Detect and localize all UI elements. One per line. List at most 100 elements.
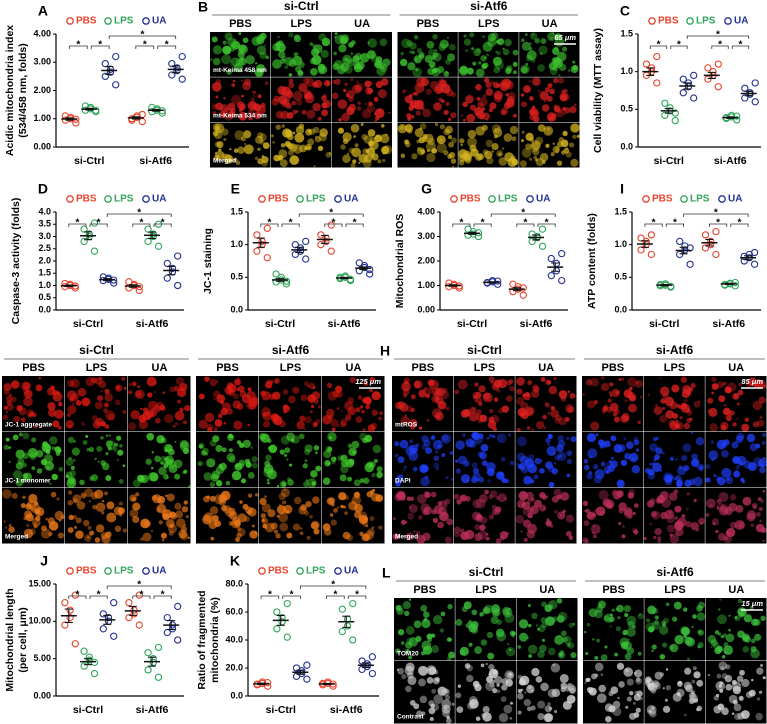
data-point xyxy=(144,237,152,246)
micrograph-signal xyxy=(594,509,598,513)
data-point xyxy=(71,591,79,599)
micrograph-signal xyxy=(557,439,566,448)
micrograph-signal xyxy=(498,471,504,477)
x-tick-label: si-Atf6 xyxy=(136,318,169,330)
significance-label: * xyxy=(355,590,359,601)
micrograph-signal xyxy=(464,152,471,159)
micrograph-signal xyxy=(198,442,205,449)
micrograph-signal xyxy=(540,459,543,462)
micrograph-signal xyxy=(463,601,472,610)
micrograph-signal xyxy=(342,138,349,145)
micrograph-signal xyxy=(718,661,728,671)
micrograph-signal xyxy=(324,459,331,467)
error-bar xyxy=(167,620,176,631)
micrograph-signal xyxy=(238,108,243,112)
micrograph-signal xyxy=(154,455,161,463)
micrograph-signal xyxy=(695,437,705,446)
micrograph-signal xyxy=(557,108,563,114)
micrograph-signal xyxy=(733,703,742,712)
micrograph-signal xyxy=(421,435,429,443)
micrograph-signal xyxy=(257,94,262,99)
micrograph-signal xyxy=(376,471,383,479)
error-bar xyxy=(151,108,160,112)
micrograph-signal xyxy=(460,113,464,117)
micrograph-signal xyxy=(198,393,205,400)
micrograph-signal xyxy=(30,505,37,512)
micrograph-signal xyxy=(615,607,619,611)
micrograph-signal xyxy=(292,523,301,531)
micrograph-signal xyxy=(101,500,105,503)
micrograph-signal xyxy=(161,509,172,520)
micrograph-signal xyxy=(309,515,313,519)
micrograph-signal xyxy=(423,618,428,622)
micrograph-signal xyxy=(104,393,113,402)
data-point xyxy=(707,237,715,246)
micrograph-signal xyxy=(526,706,532,712)
y-tick-label: 0.0 xyxy=(614,304,627,314)
micrograph-signal xyxy=(496,689,501,694)
micrograph-signal xyxy=(442,709,451,718)
micrograph-signal xyxy=(474,107,483,117)
micrograph-signal xyxy=(754,633,762,641)
micrograph-signal xyxy=(355,416,363,424)
data-point xyxy=(528,230,536,238)
micrograph-signal xyxy=(545,616,555,627)
micrograph-signal xyxy=(3,405,8,410)
micrograph-signal xyxy=(551,495,559,503)
micrograph-signal xyxy=(479,494,488,503)
micrograph-signal xyxy=(560,630,567,637)
micrograph-signal xyxy=(503,133,513,142)
significance-bracket xyxy=(153,223,172,227)
micrograph-signal xyxy=(717,614,727,625)
micrograph-signal xyxy=(620,641,629,650)
micrograph-signal xyxy=(474,399,478,403)
micrograph-signal xyxy=(475,153,483,161)
micrograph-signal xyxy=(278,149,288,159)
micrograph-signal xyxy=(405,521,408,524)
micrograph xyxy=(705,488,767,544)
micrograph-signal xyxy=(412,466,418,472)
micrograph-signal xyxy=(723,645,734,655)
micrograph-signal xyxy=(240,79,243,82)
micrograph-signal xyxy=(338,117,342,122)
micrograph-signal xyxy=(317,63,326,72)
micrograph-signal xyxy=(360,123,364,126)
micrograph-signal xyxy=(355,83,364,92)
data-point xyxy=(283,633,291,641)
micrograph-signal xyxy=(691,453,698,460)
micrograph-signal xyxy=(611,388,620,398)
micrograph-signal xyxy=(448,117,452,122)
micrograph-signal xyxy=(22,495,26,499)
micrograph-signal xyxy=(466,67,474,75)
data-point xyxy=(296,247,305,255)
micrograph-signal xyxy=(212,515,219,522)
micrograph-signal xyxy=(230,57,240,67)
micrograph-signal xyxy=(67,436,75,444)
micrograph-signal xyxy=(382,158,386,163)
data-point xyxy=(528,237,536,246)
micrograph-signal xyxy=(482,149,489,155)
data-point xyxy=(667,282,675,291)
micrograph-signal xyxy=(150,466,154,470)
micrograph-signal xyxy=(276,505,287,515)
micrograph-signal xyxy=(623,509,634,519)
micrograph-signal xyxy=(312,386,316,389)
micrograph-signal xyxy=(552,32,555,35)
micrograph-signal xyxy=(511,158,519,166)
micrograph-signal xyxy=(105,440,113,447)
micrograph-signal xyxy=(559,673,569,683)
micrograph-signal xyxy=(227,434,235,442)
y-axis-label: mitochondria (%) xyxy=(209,597,221,683)
micrograph-signal xyxy=(481,460,488,467)
micrograph-signal xyxy=(518,490,528,501)
micrograph-signal xyxy=(555,149,559,154)
micrograph-signal xyxy=(80,492,87,499)
micrograph-signal xyxy=(3,444,9,450)
micrograph-signal xyxy=(445,718,452,724)
micrograph-signal xyxy=(605,715,612,723)
micrograph-signal xyxy=(215,465,225,475)
legend-label: LPS xyxy=(306,566,326,577)
y-tick-label: 2.0 xyxy=(38,255,51,265)
column-label: UA xyxy=(542,18,558,30)
micrograph-signal xyxy=(399,58,408,67)
